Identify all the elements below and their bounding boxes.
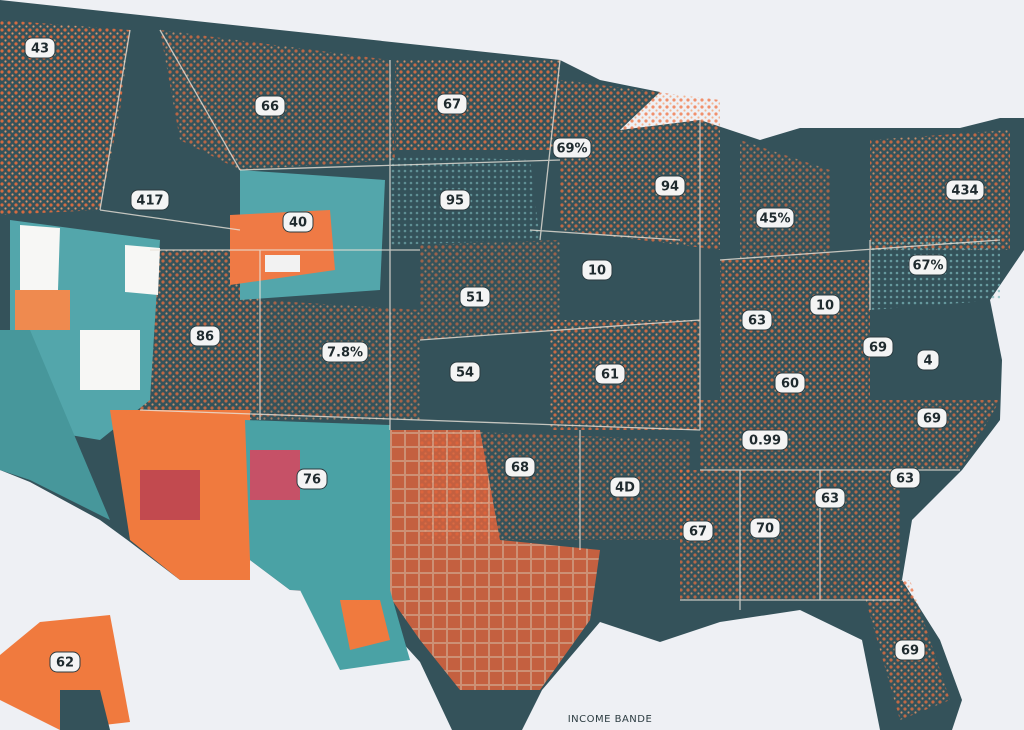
label-badge	[908, 254, 948, 276]
region-label: 76	[303, 473, 321, 488]
region-label: 69%	[556, 142, 587, 157]
label-badge	[809, 294, 841, 316]
region-label: 86	[196, 330, 214, 345]
region-label: 63	[821, 492, 839, 507]
region-label: 69	[901, 644, 919, 659]
region-label: 51	[466, 291, 484, 306]
region-label: 4D	[615, 481, 635, 496]
region-label: 10	[816, 299, 834, 314]
region-label: 94	[661, 180, 679, 195]
region-label: 67	[689, 525, 707, 540]
label-badge	[439, 189, 471, 211]
region-label: 66	[261, 100, 279, 115]
region-label: 40	[289, 216, 307, 231]
label-badge	[682, 520, 714, 542]
region-label: 95	[446, 194, 464, 209]
label-badge	[749, 517, 781, 539]
label-badge	[916, 349, 940, 371]
label-badge	[741, 429, 789, 451]
label-badge	[49, 651, 81, 673]
region-label: 0.99	[749, 434, 781, 449]
label-badge	[189, 325, 221, 347]
region-label: 61	[601, 368, 619, 383]
region-label: 68	[511, 461, 529, 476]
label-badge	[24, 37, 56, 59]
state-borders	[99, 29, 1001, 610]
label-badge	[654, 175, 686, 197]
label-badge	[552, 137, 592, 159]
region-label: 69	[869, 341, 887, 356]
label-badge	[741, 309, 773, 331]
region-label: 10	[588, 264, 606, 279]
label-badge	[282, 211, 314, 233]
label-badge	[774, 372, 806, 394]
region-label: 45%	[759, 212, 790, 227]
region-label: 417	[136, 194, 163, 209]
legend-title: INCOME BANDE	[568, 714, 653, 725]
region-label: 60	[781, 377, 799, 392]
region-label: 43	[31, 42, 49, 57]
region-label: 69	[923, 412, 941, 427]
label-badge	[130, 189, 170, 211]
label-badge	[449, 361, 481, 383]
label-badge	[254, 95, 286, 117]
label-badge	[889, 467, 921, 489]
label-badge	[945, 179, 985, 201]
region-label: 67%	[912, 259, 943, 274]
label-badge	[296, 468, 328, 490]
region-label: 434	[951, 184, 978, 199]
region-label: 70	[756, 522, 774, 537]
label-badge	[436, 93, 468, 115]
region-label: 4	[923, 354, 932, 369]
label-badge	[581, 259, 613, 281]
region-label: 7.8%	[327, 346, 363, 361]
label-badge	[321, 341, 369, 363]
label-badge	[594, 363, 626, 385]
region-label: 62	[56, 656, 74, 671]
label-badge	[814, 487, 846, 509]
label-badge	[755, 207, 795, 229]
label-badge	[916, 407, 948, 429]
region-label: 67	[443, 98, 461, 113]
region-label: 54	[456, 366, 474, 381]
region-label: 63	[896, 472, 914, 487]
region-label: 63	[748, 314, 766, 329]
value-labels: 43 66 67 69% 417 40 95 94 45% 434 86 51 10 67% 7.8% 54 6…	[24, 37, 985, 673]
label-badge	[459, 286, 491, 308]
label-badge	[504, 456, 536, 478]
label-badge	[894, 639, 926, 661]
label-badge	[609, 476, 641, 498]
label-badge	[862, 336, 894, 358]
